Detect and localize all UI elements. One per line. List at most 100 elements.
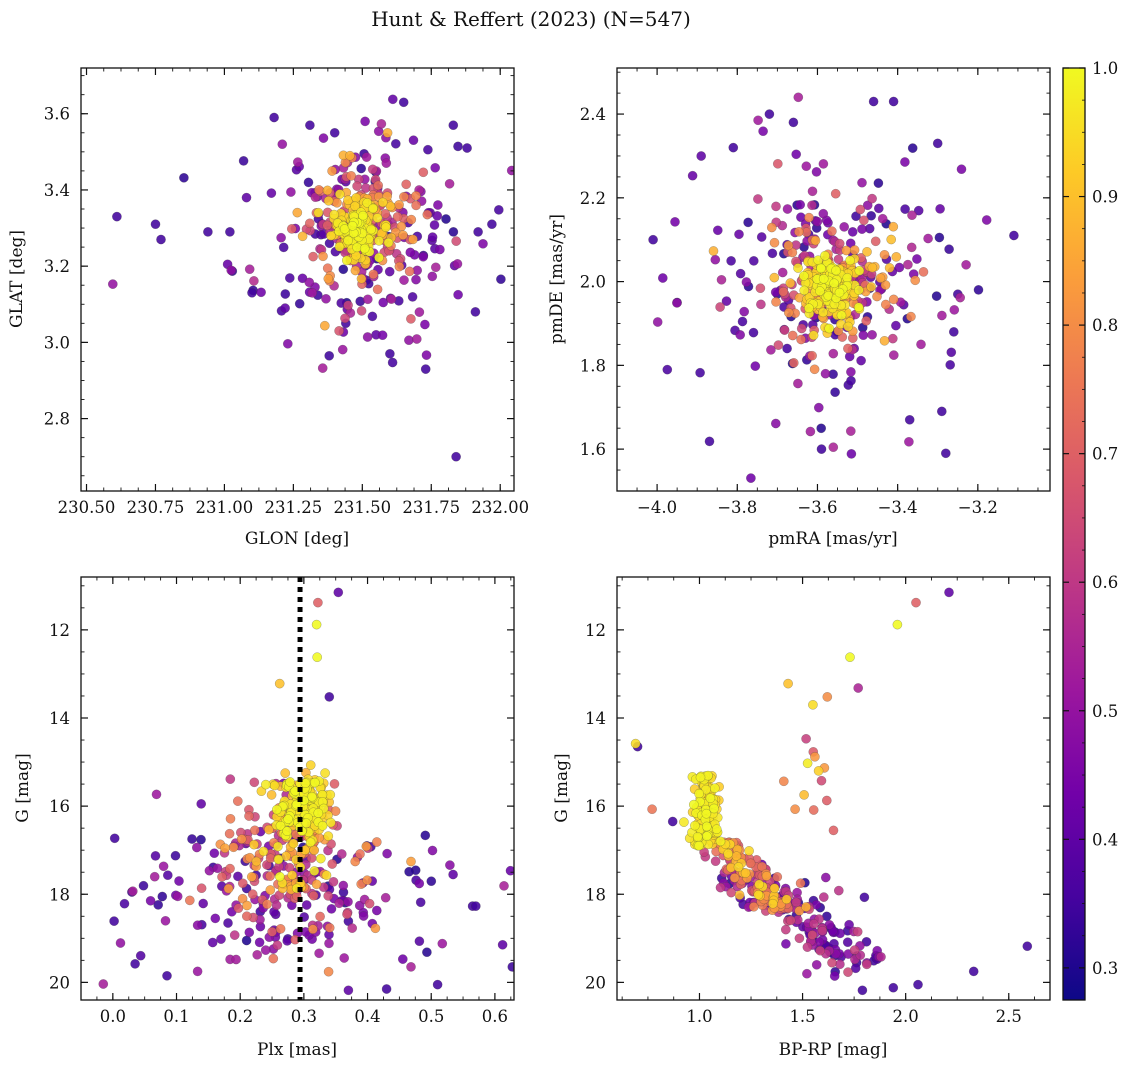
scatter-point [842, 937, 853, 948]
scatter-point [258, 846, 269, 857]
scatter-point [420, 830, 431, 841]
scatter-point [913, 979, 923, 990]
scatter-point [297, 231, 308, 242]
scatter-point [426, 876, 437, 887]
axes-frame [616, 67, 1051, 492]
scatter-point [829, 278, 840, 289]
scatter-point [278, 242, 289, 253]
x-tick-label: 0.0 [100, 1007, 126, 1026]
scatter-point [748, 327, 759, 338]
scatter-point [801, 902, 811, 912]
scatter-point [323, 966, 334, 977]
scatter-point [277, 139, 288, 150]
scatter-point [879, 335, 890, 346]
scatter-point [884, 263, 895, 273]
scatter-point [241, 911, 252, 922]
scatter-point [497, 939, 508, 950]
scatter-point [726, 887, 737, 898]
scatter-point [836, 310, 847, 321]
x-tick-label: 231.25 [264, 498, 322, 517]
scatter-point [304, 218, 315, 229]
scatter-point [318, 133, 329, 143]
scatter-point [347, 220, 358, 231]
scatter-point [196, 883, 207, 894]
scatter-point [764, 109, 775, 119]
scatter-point [241, 935, 252, 946]
scatter-point [862, 246, 872, 257]
scatter-point [778, 286, 789, 297]
scatter-point [192, 966, 203, 977]
scatter-point [404, 266, 415, 277]
colorbar-tick-label: 0.9 [1092, 188, 1118, 207]
scatter-point [237, 878, 248, 889]
scatter-point [968, 966, 979, 977]
scatter-point [432, 979, 443, 990]
scatter-point [346, 171, 357, 181]
scatter-point [225, 863, 235, 874]
scatter-point [852, 926, 863, 937]
scatter-point [162, 870, 173, 881]
scatter-point [810, 751, 820, 762]
scatter-point [855, 204, 866, 215]
scatter-point [398, 97, 409, 108]
scatter-point [462, 143, 472, 153]
x-tick-label: −3.8 [717, 498, 757, 517]
scatter-point [372, 213, 383, 223]
scatter-point [371, 905, 382, 916]
scatter-point [906, 242, 917, 253]
scatter-point [861, 959, 872, 970]
scatter-point [473, 227, 483, 237]
scatter-point [397, 954, 408, 964]
colorbar-gradient [1063, 68, 1085, 1000]
scatter-point [904, 436, 914, 447]
scatter-point [285, 777, 295, 787]
scatter-point [207, 937, 218, 948]
scatter-point [866, 210, 877, 221]
scatter-point [770, 418, 781, 429]
scatter-point [877, 213, 888, 224]
scatter-point [422, 947, 432, 958]
scatter-point [934, 232, 945, 243]
scatter-point [350, 856, 361, 867]
scatter-point [499, 881, 509, 891]
scatter-point [385, 348, 395, 359]
scatter-point [801, 161, 812, 172]
scatter-point [411, 200, 421, 211]
scatter-point [356, 306, 367, 316]
scatter-point [334, 189, 345, 199]
scatter-point [305, 120, 315, 131]
scatter-point [647, 804, 657, 815]
scatter-point [406, 214, 417, 225]
scatter-point [859, 892, 870, 903]
y-tick-label: 16 [585, 797, 606, 816]
scatter-point [287, 870, 298, 880]
scatter-point [358, 911, 369, 921]
x-tick-label: −3.4 [878, 498, 918, 517]
scatter-point [343, 235, 353, 246]
scatter-point [343, 896, 353, 907]
scatter-point [799, 285, 810, 296]
scatter-point [444, 178, 455, 189]
scatter-point [894, 262, 905, 273]
scatter-point [692, 832, 703, 842]
scatter-point [870, 236, 881, 247]
scatter-point [226, 265, 237, 276]
scatter-point [793, 92, 804, 103]
scatter-point [766, 222, 777, 233]
scatter-point [807, 200, 817, 211]
figure-title: Hunt & Reffert (2023) (N=547) [371, 7, 691, 31]
scatter-point [399, 191, 409, 202]
scatter-point [433, 200, 443, 210]
scatter-point [112, 211, 122, 222]
y-tick-label: 2.4 [580, 105, 606, 124]
scatter-point [157, 891, 168, 902]
scatter-point [366, 224, 377, 235]
ylabel-g-left: G [mag] [13, 753, 33, 822]
scatter-point [262, 899, 272, 910]
scatter-point [820, 872, 831, 883]
scatter-point [429, 220, 440, 230]
scatter-point [737, 316, 748, 327]
scatter-point [452, 259, 463, 269]
y-tick-label: 1.6 [580, 440, 606, 459]
scatter-point [280, 768, 291, 778]
